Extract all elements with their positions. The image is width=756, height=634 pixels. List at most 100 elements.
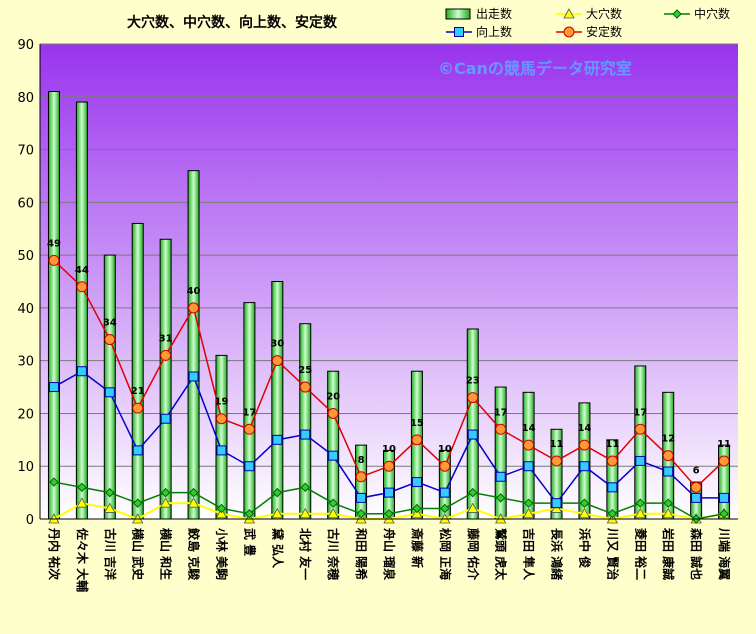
point <box>77 482 87 493</box>
point <box>578 439 590 451</box>
y-tick-label: 90 <box>17 38 34 53</box>
data-label: 10 <box>382 444 396 455</box>
point <box>578 507 591 519</box>
data-label: 10 <box>438 444 452 455</box>
point <box>243 423 255 435</box>
point <box>551 498 562 509</box>
point <box>105 487 115 498</box>
point <box>216 503 227 514</box>
point <box>271 507 283 519</box>
bar <box>131 222 144 520</box>
data-label: 23 <box>466 376 480 387</box>
data-label: 49 <box>47 238 61 249</box>
data-label: 21 <box>131 386 145 397</box>
point <box>634 507 646 519</box>
x-tick-label: 森田 誠也 <box>689 528 704 580</box>
data-label: 20 <box>326 391 340 402</box>
point <box>356 492 367 503</box>
y-tick-label: 40 <box>17 302 34 317</box>
data-label: 6 <box>693 465 700 476</box>
data-label: 11 <box>605 439 619 450</box>
data-label: 17 <box>242 407 256 418</box>
chart-title: 大穴数、中穴数、向上数、安定数 <box>127 14 338 31</box>
point <box>634 423 646 435</box>
point <box>719 509 729 519</box>
plot-area <box>40 44 738 519</box>
bar <box>271 281 284 520</box>
legend-label: 中穴数 <box>694 6 730 21</box>
axes: 0 10 20 30 40 50 60 70 80 90 丹内 祐次 佐々木 大輔 古川 吉洋 横山 武史… <box>17 38 738 592</box>
x-tick-label: 菱田 裕二 <box>633 528 648 580</box>
bar <box>187 170 200 520</box>
point <box>49 477 59 487</box>
point <box>440 503 450 514</box>
point <box>160 349 172 361</box>
point <box>563 8 575 19</box>
legend-entry: 向上数 <box>446 24 512 39</box>
y-tick-label: 50 <box>17 249 34 264</box>
point <box>104 334 116 346</box>
x-tick-label: 川又 賢治 <box>605 527 620 580</box>
point <box>327 407 339 419</box>
legend-entry: 中穴数 <box>664 6 730 21</box>
point <box>551 455 563 467</box>
bar <box>634 365 647 520</box>
point <box>523 498 534 508</box>
point <box>328 498 338 508</box>
line-series <box>48 254 730 524</box>
x-tick-label: 和田 陽希 <box>354 527 369 580</box>
point <box>523 461 534 472</box>
point <box>411 507 423 519</box>
bar <box>383 449 395 520</box>
point <box>690 481 702 493</box>
point <box>439 460 451 472</box>
point <box>299 381 311 393</box>
point <box>244 461 255 472</box>
point <box>272 434 283 445</box>
point <box>467 429 478 440</box>
legend-swatch <box>445 8 471 20</box>
point <box>607 509 618 519</box>
bar <box>215 354 228 520</box>
point <box>188 487 199 498</box>
point <box>383 460 395 472</box>
data-label: 17 <box>494 407 508 418</box>
point <box>300 482 310 493</box>
point <box>412 503 422 514</box>
point <box>523 439 535 451</box>
point <box>244 509 255 519</box>
point <box>691 492 702 503</box>
point <box>76 281 88 293</box>
x-tick-label: 小林 美駒 <box>214 528 229 580</box>
y-tick-label: 80 <box>17 91 34 106</box>
legend-entry: 大穴数 <box>556 6 622 21</box>
point <box>495 423 507 435</box>
point <box>495 493 506 503</box>
point <box>76 366 87 377</box>
x-tick-label: 丹内 祐次 <box>47 528 62 580</box>
legend-label: 安定数 <box>586 24 622 39</box>
point <box>635 455 646 466</box>
point <box>216 445 227 456</box>
x-tick-label: 松岡 正海 <box>438 528 453 580</box>
point <box>160 413 171 424</box>
data-label: 11 <box>717 439 731 450</box>
point <box>411 434 423 446</box>
point <box>132 445 143 456</box>
data-label: 19 <box>215 397 229 408</box>
point <box>271 355 283 367</box>
data-label: 40 <box>187 286 201 297</box>
point <box>215 507 228 519</box>
legend-label: 向上数 <box>476 24 512 39</box>
bar <box>159 238 172 520</box>
point <box>607 482 618 493</box>
bar <box>606 439 619 520</box>
y-tick-label: 20 <box>17 407 34 422</box>
x-tick-label: 舟山 瑠泉 <box>382 528 397 581</box>
bar <box>103 254 116 520</box>
bar <box>47 91 60 520</box>
x-tick-label: 吉田 隼人 <box>522 528 537 581</box>
point <box>188 371 199 382</box>
